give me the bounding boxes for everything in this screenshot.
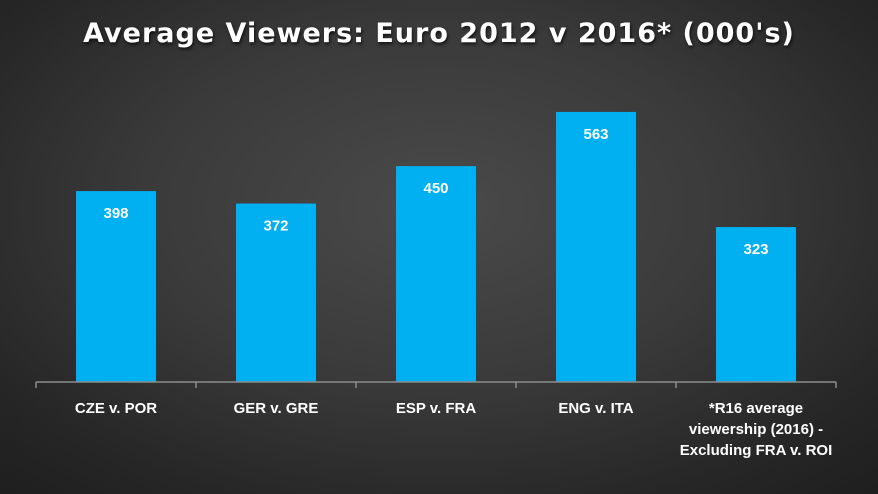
category-label: *R16 average viewership (2016) - Excluding… bbox=[680, 400, 833, 459]
category-label-line: ESP v. FRA bbox=[396, 400, 476, 417]
category-label-line: viewership (2016) - bbox=[689, 421, 823, 438]
category-label: GER v. GRE bbox=[234, 400, 319, 417]
chart-title: Average Viewers: Euro 2012 v 2016* (000'… bbox=[83, 18, 795, 49]
category-label: ESP v. FRA bbox=[396, 400, 476, 417]
data-label: 323 bbox=[743, 241, 768, 258]
data-label: 563 bbox=[583, 126, 608, 143]
category-label-line: Excluding FRA v. ROI bbox=[680, 442, 833, 459]
category-label: CZE v. POR bbox=[75, 400, 157, 417]
category-label-line: GER v. GRE bbox=[234, 400, 319, 417]
bars-layer bbox=[76, 111, 796, 383]
bar bbox=[556, 111, 636, 383]
bar bbox=[76, 191, 156, 382]
bar bbox=[236, 203, 316, 382]
data-label: 372 bbox=[263, 218, 288, 235]
x-axis bbox=[35, 381, 837, 388]
data-label: 398 bbox=[103, 205, 128, 222]
category-label-line: *R16 average bbox=[709, 400, 803, 417]
labels-layer: 398 CZE v. POR 372 GER v. GRE 450 ESP v. FRA 5… bbox=[75, 126, 832, 459]
category-label: ENG v. ITA bbox=[558, 400, 633, 417]
category-label-line: ENG v. ITA bbox=[558, 400, 633, 417]
bar bbox=[396, 166, 476, 382]
data-label: 450 bbox=[423, 180, 448, 197]
bar bbox=[716, 227, 796, 382]
category-label-line: CZE v. POR bbox=[75, 400, 157, 417]
